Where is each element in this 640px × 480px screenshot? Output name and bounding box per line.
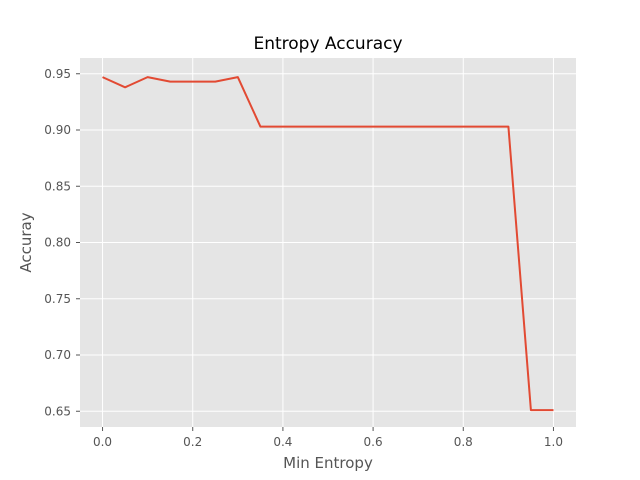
tick-labels: 0.0 0.2 0.4 0.6 0.8 1.0 0.65 0.70 0.75 0.80 0.85 0.… [44,67,563,449]
y-axis-label: Accuray [17,212,35,272]
y-tick-label: 0.75 [44,292,71,306]
chart-title: Entropy Accuracy [253,34,402,54]
y-tick-label: 0.85 [44,179,71,193]
x-tick-label: 1.0 [544,435,563,449]
grid-lines [80,58,576,427]
y-tick-label: 0.70 [44,348,71,362]
x-tick-label: 0.0 [93,435,112,449]
x-tick-label: 0.4 [273,435,292,449]
series-layer [102,76,554,412]
x-tick-label: 0.8 [454,435,473,449]
x-tick-label: 0.6 [364,435,383,449]
y-tick-label: 0.80 [44,236,71,250]
series-line [102,76,554,412]
y-tick-label: 0.95 [44,67,71,81]
x-axis-label: Min Entropy [283,454,373,472]
x-tick-label: 0.2 [183,435,202,449]
tick-marks [76,73,554,431]
y-tick-label: 0.65 [44,404,71,418]
y-tick-label: 0.90 [44,123,71,137]
